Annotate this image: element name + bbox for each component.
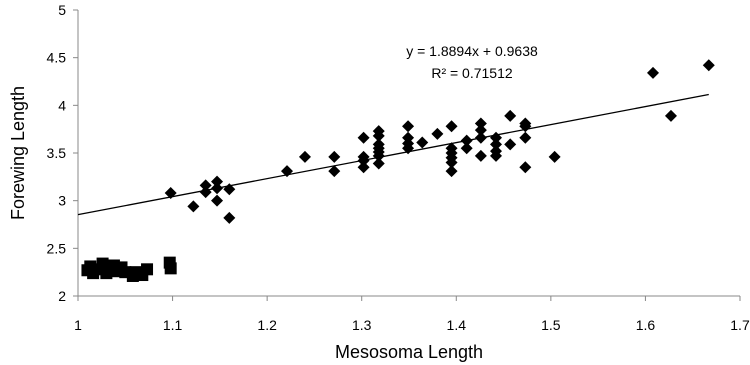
square-point bbox=[119, 266, 132, 279]
x-tick-label: 1.7 bbox=[730, 317, 750, 333]
y-tick-label: 2.5 bbox=[47, 240, 67, 256]
x-tick-label: 1.4 bbox=[447, 317, 467, 333]
y-tick-label: 4.5 bbox=[47, 50, 67, 66]
diamond-point bbox=[416, 136, 429, 149]
x-tick-label: 1.6 bbox=[636, 317, 656, 333]
diamond-point bbox=[702, 59, 715, 72]
square-point bbox=[164, 262, 177, 275]
y-tick-label: 5 bbox=[58, 2, 66, 18]
diamond-point bbox=[357, 161, 370, 174]
diamond-point bbox=[445, 156, 458, 169]
diamond-point bbox=[199, 179, 212, 192]
diamond-point bbox=[519, 161, 532, 174]
diamond-point bbox=[298, 150, 311, 163]
diamond-point bbox=[460, 142, 473, 155]
diamond-point bbox=[504, 109, 517, 122]
diamond-point bbox=[328, 165, 341, 178]
diamond-point bbox=[474, 117, 487, 130]
diamond-point bbox=[372, 129, 385, 142]
diamond-point bbox=[474, 149, 487, 162]
x-tick-label: 1.3 bbox=[352, 317, 372, 333]
diamond-point bbox=[211, 175, 224, 188]
y-tick-label: 3 bbox=[58, 193, 66, 209]
tick-labels: 1 1.1 1.2 1.3 1.4 1.5 1.6 1.7 2 2.5 3 3.5 4 4.5 5 bbox=[47, 2, 750, 333]
y-tick-label: 2 bbox=[58, 288, 66, 304]
x-tick-label: 1.1 bbox=[163, 317, 183, 333]
x-tick-label: 1 bbox=[74, 317, 82, 333]
diamond-point bbox=[474, 124, 487, 137]
trendline bbox=[77, 93, 709, 216]
diamond-point bbox=[372, 149, 385, 162]
diamond-point bbox=[431, 127, 444, 140]
diamond-point bbox=[199, 186, 212, 199]
diamond-point bbox=[223, 211, 236, 224]
diamond-point bbox=[519, 120, 532, 133]
diamond-point bbox=[646, 66, 659, 79]
diamond-point bbox=[357, 131, 370, 144]
diamond-point bbox=[402, 120, 415, 133]
diamond-point bbox=[664, 109, 677, 122]
diamond-point bbox=[548, 150, 561, 163]
x-axis-title: Mesosoma Length bbox=[335, 342, 483, 362]
diamond-point bbox=[445, 165, 458, 178]
x-tick-label: 1.2 bbox=[257, 317, 277, 333]
data-points bbox=[81, 59, 715, 282]
trendline-equation: y = 1.8894x + 0.9638 bbox=[406, 43, 538, 59]
y-tick-label: 3.5 bbox=[47, 145, 67, 161]
diamond-point bbox=[504, 138, 517, 151]
diamond-point bbox=[519, 131, 532, 144]
diamond-point bbox=[328, 150, 341, 163]
diamond-point bbox=[211, 194, 224, 207]
diamond-point bbox=[372, 157, 385, 170]
diamond-point bbox=[490, 149, 503, 162]
diamond-point bbox=[187, 200, 200, 213]
y-tick-label: 4 bbox=[58, 97, 66, 113]
square-point bbox=[141, 263, 154, 276]
y-axis-title: Forewing Length bbox=[8, 86, 28, 220]
diamond-point bbox=[445, 120, 458, 133]
x-tick-label: 1.5 bbox=[541, 317, 561, 333]
trendline-r-squared: R² = 0.71512 bbox=[431, 65, 513, 81]
diamond-point bbox=[490, 138, 503, 151]
